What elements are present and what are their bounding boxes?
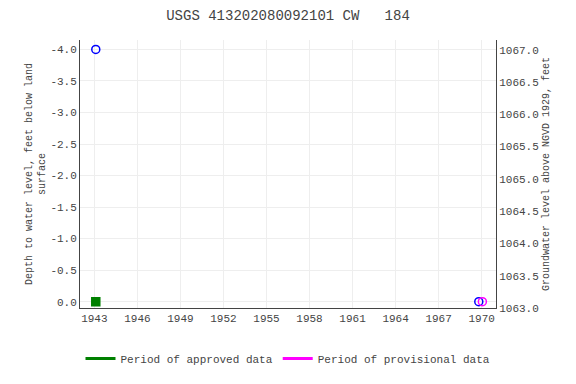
svg-text:-0.5: -0.5 [50, 265, 76, 277]
svg-text:1066.0: 1066.0 [499, 109, 539, 121]
svg-text:-2.0: -2.0 [50, 170, 76, 182]
svg-text:1949: 1949 [167, 313, 193, 325]
svg-text:Period of provisional data: Period of provisional data [318, 354, 490, 366]
svg-text:1067.0: 1067.0 [499, 45, 539, 57]
svg-text:-1.0: -1.0 [50, 233, 76, 245]
svg-text:1952: 1952 [210, 313, 236, 325]
svg-text:1063.5: 1063.5 [499, 271, 539, 283]
svg-text:-1.5: -1.5 [50, 202, 76, 214]
svg-text:Groundwater level above NGVD 1: Groundwater level above NGVD 1929, feet [541, 57, 552, 291]
svg-text:1970: 1970 [468, 313, 494, 325]
svg-text:1063.0: 1063.0 [499, 303, 539, 315]
svg-text:-2.5: -2.5 [50, 139, 76, 151]
svg-text:1065.5: 1065.5 [499, 141, 539, 153]
svg-text:1961: 1961 [339, 313, 366, 325]
svg-text:1066.5: 1066.5 [499, 77, 539, 89]
svg-text:1967: 1967 [425, 313, 451, 325]
svg-text:1946: 1946 [124, 313, 150, 325]
svg-text:1964: 1964 [382, 313, 409, 325]
svg-text:1943: 1943 [81, 313, 107, 325]
svg-text:USGS 413202080092101 CW 184: USGS 413202080092101 CW 184 [166, 8, 410, 24]
svg-text:-4.0: -4.0 [50, 44, 76, 56]
svg-text:0.0: 0.0 [57, 297, 77, 309]
svg-text:Period of approved data: Period of approved data [121, 354, 273, 366]
svg-text:1065.0: 1065.0 [499, 174, 539, 186]
svg-text:1064.0: 1064.0 [499, 238, 539, 250]
svg-text:-3.0: -3.0 [50, 107, 76, 119]
svg-text:Depth to water level, feet bel: Depth to water level, feet below landsur… [24, 63, 48, 285]
svg-text:1958: 1958 [296, 313, 322, 325]
svg-text:1064.5: 1064.5 [499, 206, 539, 218]
svg-text:-3.5: -3.5 [50, 76, 76, 88]
svg-text:1955: 1955 [253, 313, 279, 325]
